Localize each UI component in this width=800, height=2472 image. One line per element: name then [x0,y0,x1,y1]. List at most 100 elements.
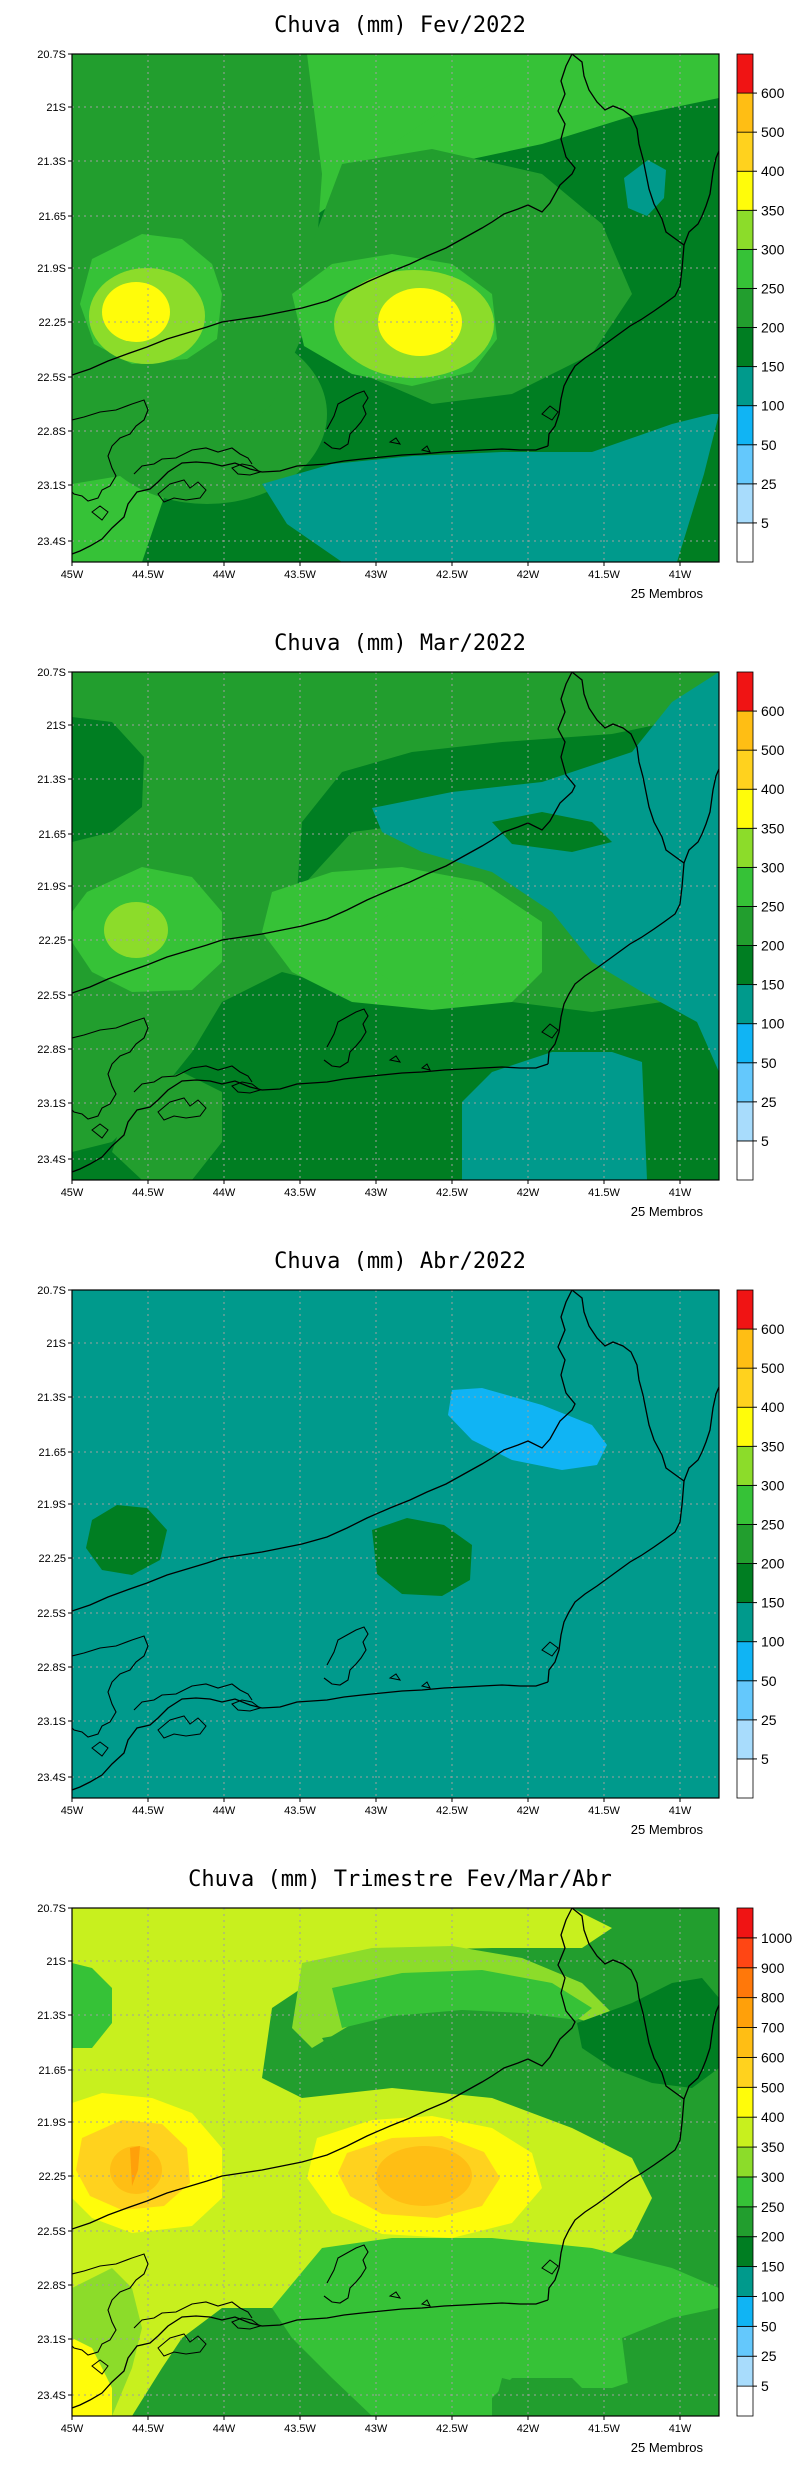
map-area: 20.7S 21S 21.3S 21.65 21.9S 22.25 22.5S 22.8S 23… [37,1903,720,2435]
legend-label: 300 [761,241,785,257]
x-tick-label: 43W [365,2423,388,2435]
legend-swatch [736,1062,754,1103]
x-tick-label: 41W [669,569,692,581]
x-tick-label: 42W [517,569,540,581]
legend-label: 250 [761,2199,785,2215]
color-legend: 5 25 50 100 150 200 250 300 350 400 500 600 [736,53,785,563]
legend-label: 300 [761,1477,785,1493]
x-tick-label: 44W [213,1805,236,1817]
legend-swatch [736,671,754,712]
y-tick-label: 22.25 [38,935,66,947]
map-panel: Chuva (mm) Mar/2022 20.7S 21S 21.3S 21.65 21.… [37,631,784,1219]
legend-label: 5 [761,515,769,531]
legend-label: 400 [761,2109,785,2125]
y-tick-label: 22.8S [37,426,66,438]
contour-fill [272,54,512,214]
y-tick-label: 22.8S [37,1044,66,1056]
legend-label: 5 [761,2378,769,2394]
legend-swatch [736,1328,754,1369]
legend-label: 500 [761,742,785,758]
map-area: 20.7S 21S 21.3S 21.65 21.9S 22.25 22.5S 22.8S 23… [37,49,720,581]
legend-label: 100 [761,2288,785,2304]
legend-swatch [736,248,754,289]
legend-swatch [736,2355,754,2387]
y-tick-label: 22.5S [37,990,66,1002]
map-frame [71,53,720,563]
legend-swatch [736,444,754,485]
legend-swatch [736,1140,754,1181]
legend-swatch [736,2296,754,2327]
panel-title: Chuva (mm) Trimestre Fev/Mar/Abr [188,1867,612,1892]
x-tick-label: 41W [669,2423,692,2435]
y-tick-label: 22.5S [37,372,66,384]
contour-fill [462,1052,647,1180]
legend-swatch [736,53,754,94]
legend-label: 25 [761,2348,777,2364]
legend-swatch [736,1445,754,1486]
legend-label: 200 [761,938,785,954]
y-tick-label: 22.25 [38,2171,66,2183]
x-tick-label: 42W [517,1187,540,1199]
legend-swatch [736,483,754,524]
members-footnote: 25 Membros [631,1204,704,1219]
legend-label: 50 [761,1055,777,1071]
map-frame [71,1907,720,2417]
legend-label: 100 [761,398,785,414]
legend-swatch [736,2146,754,2178]
legend-label: 50 [761,437,777,453]
legend-swatch [736,827,754,868]
legend-label: 50 [761,1673,777,1689]
legend-label: 200 [761,2229,785,2245]
x-tick-label: 43.5W [284,2423,316,2435]
legend-label: 200 [761,1556,785,1572]
y-tick-label: 20.7S [37,1903,66,1915]
y-tick-label: 21.9S [37,881,66,893]
legend-swatch [736,2385,754,2417]
y-tick-label: 20.7S [37,49,66,61]
y-tick-label: 23.4S [37,536,66,548]
x-tick-label: 41.5W [588,1805,620,1817]
x-tick-label: 43.5W [284,569,316,581]
legend-label: 300 [761,859,785,875]
legend-swatch [736,1719,754,1760]
y-tick-label: 21S [46,102,66,114]
legend-swatch [736,1641,754,1682]
y-tick-label: 20.7S [37,1285,66,1297]
y-tick-label: 22.5S [37,1608,66,1620]
contour-fill [112,1072,222,1180]
map-panel: Chuva (mm) Fev/2022 20.7S 21S 21.3S 21.65 21.… [37,13,784,601]
y-tick-label: 21.9S [37,1499,66,1511]
x-tick-label: 43W [365,1805,388,1817]
x-tick-label: 43.5W [284,1187,316,1199]
contour-fill [624,160,666,216]
y-tick-label: 21S [46,720,66,732]
legend-swatch [736,170,754,211]
x-tick-label: 42.5W [436,1805,468,1817]
x-tick-label: 44.5W [132,2423,164,2435]
legend-swatch [736,1680,754,1721]
contour-fill [492,2378,592,2416]
map-area: 20.7S 21S 21.3S 21.65 21.9S 22.25 22.5S 22.8S 23… [37,667,720,1199]
contour-fill [366,907,478,987]
legend-label: 50 [761,2318,777,2334]
legend-label: 400 [761,781,785,797]
legend-label: 600 [761,85,785,101]
members-footnote: 25 Membros [631,1822,704,1837]
x-tick-label: 44W [213,2423,236,2435]
contour-fill [577,1978,719,2088]
color-legend: 5 25 50 100 150 200 250 300 350 400 500 600 [736,1289,785,1799]
y-tick-label: 22.25 [38,317,66,329]
x-tick-label: 42W [517,2423,540,2435]
legend-label: 600 [761,1321,785,1337]
contour-fill [622,2308,719,2416]
legend-label: 600 [761,2049,785,2065]
x-tick-label: 45W [61,1187,84,1199]
legend-label: 5 [761,1751,769,1767]
y-tick-label: 23.1S [37,1098,66,1110]
y-tick-label: 22.5S [37,2226,66,2238]
contour-fill [376,2146,472,2206]
y-tick-label: 21.3S [37,1392,66,1404]
legend-swatch [736,1563,754,1604]
legend-label: 100 [761,1634,785,1650]
legend-swatch [736,749,754,790]
